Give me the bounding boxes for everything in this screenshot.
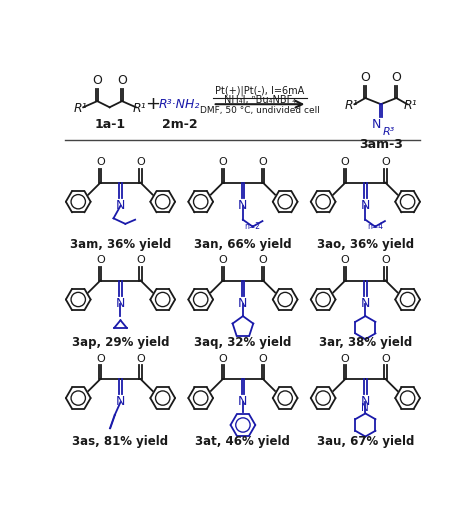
Text: N: N	[238, 395, 247, 408]
Text: O: O	[136, 157, 145, 167]
Text: O: O	[259, 354, 267, 364]
Text: O: O	[381, 157, 390, 167]
Text: +: +	[145, 95, 160, 113]
Text: O: O	[360, 71, 370, 84]
Text: O: O	[259, 255, 267, 265]
Text: O: O	[219, 157, 227, 167]
Text: O: O	[136, 354, 145, 364]
Text: 2m-2: 2m-2	[162, 118, 197, 131]
Text: O: O	[341, 255, 350, 265]
Text: n=4: n=4	[367, 222, 383, 231]
Text: n=2: n=2	[245, 222, 261, 231]
Text: N: N	[361, 395, 370, 408]
Text: 3at, 46% yield: 3at, 46% yield	[195, 435, 291, 447]
Text: 3an, 66% yield: 3an, 66% yield	[194, 238, 292, 251]
Text: O: O	[96, 255, 105, 265]
Text: 3am, 36% yield: 3am, 36% yield	[70, 238, 171, 251]
Text: NH₄I, ⁿBu₄NBF₄: NH₄I, ⁿBu₄NBF₄	[224, 95, 296, 105]
Text: R¹: R¹	[73, 102, 87, 116]
Text: N: N	[372, 118, 381, 131]
Text: 3ar, 38% yield: 3ar, 38% yield	[319, 336, 412, 349]
Text: N: N	[116, 199, 125, 212]
Text: O: O	[136, 255, 145, 265]
Text: N: N	[362, 403, 369, 413]
Text: 3am-3: 3am-3	[359, 138, 403, 151]
Text: O: O	[92, 74, 102, 87]
Text: R¹: R¹	[345, 99, 358, 112]
Text: N: N	[361, 199, 370, 212]
Text: 3au, 67% yield: 3au, 67% yield	[317, 435, 414, 447]
Text: 1a-1: 1a-1	[94, 118, 125, 131]
Text: O: O	[219, 354, 227, 364]
Text: O: O	[341, 354, 350, 364]
Text: 3ap, 29% yield: 3ap, 29% yield	[72, 336, 169, 349]
Text: O: O	[96, 354, 105, 364]
Text: N: N	[238, 297, 247, 309]
Text: O: O	[392, 71, 401, 84]
Text: O: O	[259, 157, 267, 167]
Text: O: O	[341, 157, 350, 167]
Text: DMF, 50 °C, undivided cell: DMF, 50 °C, undivided cell	[200, 106, 320, 115]
Text: O: O	[219, 255, 227, 265]
Text: 3ao, 36% yield: 3ao, 36% yield	[317, 238, 414, 251]
Text: N: N	[238, 199, 247, 212]
Text: O: O	[96, 157, 105, 167]
Text: R³·NH₂: R³·NH₂	[159, 98, 200, 110]
Text: O: O	[381, 354, 390, 364]
Text: R¹: R¹	[132, 102, 146, 116]
Text: 3as, 81% yield: 3as, 81% yield	[73, 435, 169, 447]
Text: N: N	[116, 395, 125, 408]
Text: 3aq, 32% yield: 3aq, 32% yield	[194, 336, 292, 349]
Text: Pt(+)|Pt(-), I=6mA: Pt(+)|Pt(-), I=6mA	[215, 85, 305, 96]
Text: R¹: R¹	[403, 99, 417, 112]
Text: N: N	[361, 297, 370, 309]
Text: R³: R³	[383, 127, 395, 137]
Text: N: N	[116, 297, 125, 309]
Text: O: O	[381, 255, 390, 265]
Text: O: O	[117, 74, 127, 87]
